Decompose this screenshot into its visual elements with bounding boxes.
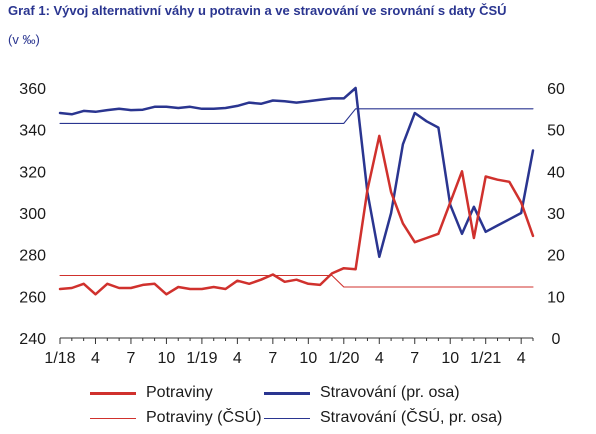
x-tick-label: 1/19 [186, 350, 217, 367]
series-line-stravovani-pr-osa [58, 86, 535, 259]
y-right-tick-label: 10 [547, 289, 565, 306]
x-tick-label: 4 [91, 350, 100, 367]
x-tick-label: 7 [268, 350, 277, 367]
x-tick-label: 10 [158, 350, 176, 367]
chart-subtitle: (v ‰) [8, 32, 40, 47]
series-line-potraviny [58, 134, 535, 296]
x-tick-label: 1/20 [328, 350, 359, 367]
y-left-tick-label: 320 [19, 164, 46, 181]
series-line-stravovani-csu-pr-osa [59, 108, 534, 124]
x-tick-label: 1/18 [44, 350, 75, 367]
y-right-tick-label: 30 [547, 206, 565, 223]
x-tick-label: 4 [233, 350, 242, 367]
x-tick-label: 10 [441, 350, 459, 367]
y-right-tick-label: 20 [547, 248, 565, 265]
x-tick-label: 4 [375, 350, 384, 367]
series-line-potraviny-csu [59, 274, 534, 288]
y-left-tick-label: 240 [19, 331, 46, 348]
chart-title: Graf 1: Vývoj alternativní váhy u potrav… [8, 3, 507, 18]
y-left-tick-label: 360 [19, 81, 46, 98]
x-tick-label: 1/21 [470, 350, 501, 367]
y-right-tick-label: 40 [547, 164, 565, 181]
y-left-tick-label: 300 [19, 206, 46, 223]
y-right-tick-label: 60 [547, 81, 565, 98]
x-tick-label: 7 [410, 350, 419, 367]
y-left-tick-label: 260 [19, 289, 46, 306]
x-tick-label: 4 [517, 350, 526, 367]
y-right-tick-label: 0 [552, 331, 561, 348]
y-left-tick-label: 340 [19, 123, 46, 140]
y-left-tick-label: 280 [19, 248, 46, 265]
x-tick-label: 10 [299, 350, 317, 367]
x-tick-label: 7 [126, 350, 135, 367]
y-right-tick-label: 50 [547, 123, 565, 140]
